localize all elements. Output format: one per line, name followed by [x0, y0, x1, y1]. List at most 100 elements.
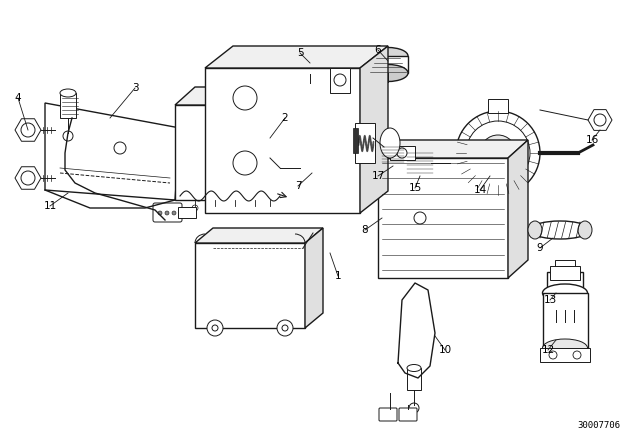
- FancyBboxPatch shape: [297, 150, 341, 191]
- FancyBboxPatch shape: [178, 207, 196, 218]
- Circle shape: [332, 169, 338, 175]
- Circle shape: [552, 321, 560, 329]
- Polygon shape: [205, 46, 388, 68]
- Text: 10: 10: [438, 345, 452, 355]
- Circle shape: [570, 321, 578, 329]
- Polygon shape: [175, 87, 305, 105]
- Circle shape: [282, 325, 288, 331]
- Circle shape: [490, 145, 506, 161]
- Polygon shape: [285, 87, 305, 200]
- Ellipse shape: [294, 51, 326, 65]
- Ellipse shape: [384, 142, 402, 164]
- FancyBboxPatch shape: [543, 293, 588, 348]
- FancyBboxPatch shape: [368, 56, 408, 73]
- Circle shape: [466, 121, 530, 185]
- Ellipse shape: [543, 339, 588, 357]
- Ellipse shape: [388, 147, 398, 159]
- FancyBboxPatch shape: [399, 408, 417, 421]
- Ellipse shape: [219, 71, 231, 79]
- Text: 5: 5: [297, 48, 303, 58]
- Circle shape: [332, 157, 338, 163]
- Polygon shape: [588, 110, 612, 130]
- Circle shape: [312, 157, 318, 163]
- FancyBboxPatch shape: [153, 203, 182, 222]
- Text: 16: 16: [586, 135, 598, 145]
- Ellipse shape: [528, 221, 542, 239]
- Ellipse shape: [294, 67, 326, 81]
- Text: 14: 14: [474, 185, 486, 195]
- Circle shape: [561, 321, 569, 329]
- Ellipse shape: [368, 47, 408, 65]
- FancyBboxPatch shape: [294, 58, 326, 74]
- Text: 3: 3: [132, 83, 138, 93]
- Ellipse shape: [368, 65, 408, 82]
- Ellipse shape: [409, 150, 431, 176]
- Circle shape: [165, 211, 169, 215]
- Polygon shape: [360, 46, 388, 213]
- FancyBboxPatch shape: [353, 128, 358, 153]
- Circle shape: [594, 114, 606, 126]
- Circle shape: [232, 205, 238, 211]
- Circle shape: [172, 211, 176, 215]
- Text: 4: 4: [15, 93, 21, 103]
- Polygon shape: [378, 140, 528, 158]
- Ellipse shape: [543, 284, 588, 302]
- Circle shape: [192, 205, 198, 211]
- Circle shape: [322, 169, 328, 175]
- Text: 13: 13: [543, 295, 557, 305]
- Circle shape: [409, 403, 419, 413]
- Circle shape: [212, 205, 218, 211]
- Polygon shape: [175, 105, 285, 200]
- Circle shape: [207, 320, 223, 336]
- FancyBboxPatch shape: [540, 348, 590, 362]
- Polygon shape: [305, 228, 323, 328]
- Polygon shape: [15, 167, 41, 189]
- Circle shape: [267, 205, 273, 211]
- Text: 2: 2: [282, 113, 288, 123]
- Ellipse shape: [530, 221, 590, 239]
- Ellipse shape: [60, 89, 76, 97]
- Ellipse shape: [578, 221, 592, 239]
- Ellipse shape: [380, 128, 400, 158]
- FancyBboxPatch shape: [390, 146, 415, 160]
- Text: 8: 8: [362, 225, 368, 235]
- Circle shape: [312, 169, 318, 175]
- Circle shape: [480, 135, 516, 171]
- Polygon shape: [15, 119, 41, 141]
- Ellipse shape: [211, 81, 239, 93]
- Text: 6: 6: [374, 45, 381, 55]
- Polygon shape: [195, 243, 305, 328]
- Circle shape: [212, 325, 218, 331]
- FancyBboxPatch shape: [379, 408, 397, 421]
- Text: 1: 1: [335, 271, 341, 281]
- Polygon shape: [508, 140, 528, 278]
- Ellipse shape: [414, 156, 426, 170]
- Polygon shape: [378, 158, 508, 278]
- FancyBboxPatch shape: [330, 68, 350, 93]
- Circle shape: [456, 111, 540, 195]
- FancyBboxPatch shape: [555, 260, 575, 272]
- Circle shape: [63, 131, 73, 141]
- FancyBboxPatch shape: [488, 99, 508, 113]
- Text: 9: 9: [537, 243, 543, 253]
- Text: 30007706: 30007706: [577, 421, 620, 430]
- Circle shape: [322, 157, 328, 163]
- Circle shape: [252, 205, 258, 211]
- Polygon shape: [195, 228, 323, 243]
- FancyBboxPatch shape: [60, 93, 76, 118]
- FancyBboxPatch shape: [550, 266, 580, 280]
- Text: 12: 12: [541, 345, 555, 355]
- Ellipse shape: [407, 365, 421, 371]
- FancyBboxPatch shape: [211, 75, 239, 93]
- Text: 7: 7: [294, 181, 301, 191]
- Polygon shape: [45, 103, 180, 200]
- Circle shape: [277, 320, 293, 336]
- FancyBboxPatch shape: [355, 123, 375, 163]
- Text: 11: 11: [44, 201, 56, 211]
- Ellipse shape: [211, 87, 239, 99]
- FancyBboxPatch shape: [407, 368, 421, 390]
- Text: 15: 15: [408, 183, 422, 193]
- FancyBboxPatch shape: [547, 272, 583, 310]
- Polygon shape: [205, 68, 360, 213]
- Text: 17: 17: [371, 171, 385, 181]
